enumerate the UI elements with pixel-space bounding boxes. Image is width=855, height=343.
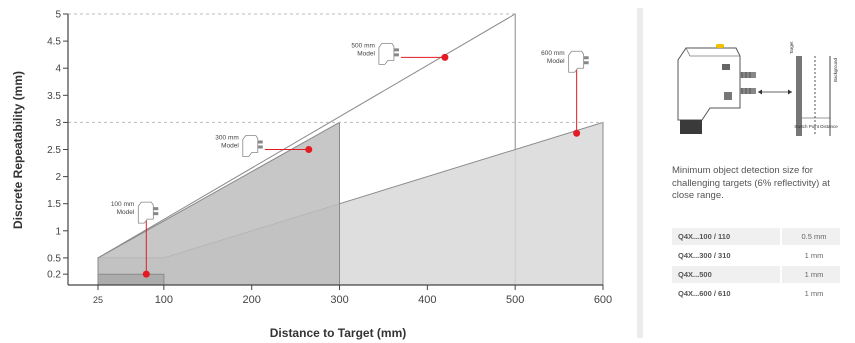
y-tick-label: 2 bbox=[55, 172, 61, 183]
spec-value: 1 mm bbox=[780, 247, 840, 264]
spec-value: 1 mm bbox=[780, 285, 840, 302]
x-tick-label: 100 bbox=[155, 294, 173, 306]
description-text: Minimum object detection size for challe… bbox=[672, 165, 830, 201]
sensor-icon bbox=[137, 201, 154, 224]
sensor-icon bbox=[242, 135, 259, 157]
x-tick-label: 25 bbox=[93, 295, 103, 305]
switch-point-label: Switch Point Distance bbox=[794, 124, 838, 129]
background-label: Background bbox=[833, 57, 838, 82]
sensor-connector-icon bbox=[393, 53, 399, 57]
target-label: Target bbox=[789, 41, 794, 54]
spec-row: Q4X...500 1 mm bbox=[672, 266, 840, 283]
y-tick-label: 0.2 bbox=[47, 270, 61, 281]
annotation-marker bbox=[142, 270, 150, 278]
sensor-connector-icon bbox=[153, 207, 159, 211]
spec-value: 1 mm bbox=[780, 266, 840, 283]
spec-row: Q4X...600 / 610 1 mm bbox=[672, 285, 840, 302]
spec-model: Q4X...500 bbox=[672, 266, 780, 283]
annotation-marker bbox=[441, 53, 449, 61]
plot-area: 0.2 0.5 1 1.5 2 2.5 3 3.5 4 4.5 5 25 100 200 300 400 500… bbox=[47, 10, 612, 307]
annotation-label: 500 mm bbox=[351, 42, 374, 49]
info-panel: Target Background Switch Point Distance … bbox=[660, 0, 850, 343]
y-axis-label: Discrete Repeatability (mm) bbox=[11, 71, 25, 229]
y-tick-label: 5 bbox=[55, 10, 61, 21]
sensor-diagram: Target Background Switch Point Distance bbox=[677, 41, 838, 136]
sensor-connector-icon bbox=[583, 56, 589, 60]
sensor-connector-icon bbox=[153, 212, 159, 216]
spec-value: 0.5 mm bbox=[780, 228, 840, 245]
x-tick-label: 500 bbox=[506, 294, 524, 306]
spec-row: Q4X...300 / 310 1 mm bbox=[672, 247, 840, 264]
sensor-icon bbox=[378, 42, 395, 65]
x-tick-label: 300 bbox=[330, 294, 348, 306]
y-tick-label: 4.5 bbox=[47, 37, 61, 48]
annotation-label: Model bbox=[117, 209, 135, 216]
y-tick-label: 3 bbox=[55, 118, 61, 129]
x-axis-label: Distance to Target (mm) bbox=[270, 326, 406, 340]
x-tick-label: 400 bbox=[418, 294, 436, 306]
annotation-label: Model bbox=[357, 50, 375, 57]
sensor-connector-icon bbox=[257, 140, 263, 144]
sensor-connector-icon bbox=[393, 48, 399, 52]
x-tick-label: 600 bbox=[594, 294, 612, 306]
sensor-connector-icon bbox=[257, 145, 263, 149]
annotation-marker bbox=[573, 129, 581, 137]
annotation-label: Model bbox=[547, 58, 565, 65]
y-tick-label: 0.5 bbox=[47, 253, 61, 264]
annotation-label: 100 mm bbox=[111, 201, 134, 208]
x-tick-label: 200 bbox=[243, 294, 261, 306]
repeatability-chart: 0.2 0.5 1 1.5 2 2.5 3 3.5 4 4.5 5 25 100 200 300 400 500… bbox=[11, 10, 612, 341]
spec-model: Q4X...300 / 310 bbox=[678, 251, 731, 260]
y-tick-label: 4 bbox=[55, 64, 61, 75]
series-area-4 bbox=[97, 273, 165, 286]
sensor-icon bbox=[568, 50, 585, 73]
sensor-connector-icon bbox=[583, 61, 589, 65]
annotation-marker bbox=[305, 146, 313, 153]
annotation-label: 600 mm bbox=[541, 50, 564, 57]
spec-row: Q4X...100 / 110 0.5 mm bbox=[672, 228, 840, 245]
sensor-body-icon bbox=[677, 44, 756, 134]
annotation-label: Model bbox=[221, 143, 239, 150]
spec-model: Q4X...600 / 610 bbox=[678, 289, 731, 298]
y-tick-label: 2.5 bbox=[47, 145, 61, 156]
y-tick-label: 1 bbox=[55, 226, 61, 237]
spec-table: Q4X...100 / 110 0.5 mm Q4X...300 / 310 1 mm… bbox=[672, 226, 840, 304]
annotation-label: 300 mm bbox=[215, 135, 238, 142]
panel-divider bbox=[637, 8, 643, 338]
spec-model: Q4X...100 / 110 bbox=[672, 228, 780, 245]
y-tick-label: 1.5 bbox=[47, 199, 61, 210]
y-tick-label: 3.5 bbox=[47, 91, 61, 102]
target-plate bbox=[796, 56, 802, 136]
